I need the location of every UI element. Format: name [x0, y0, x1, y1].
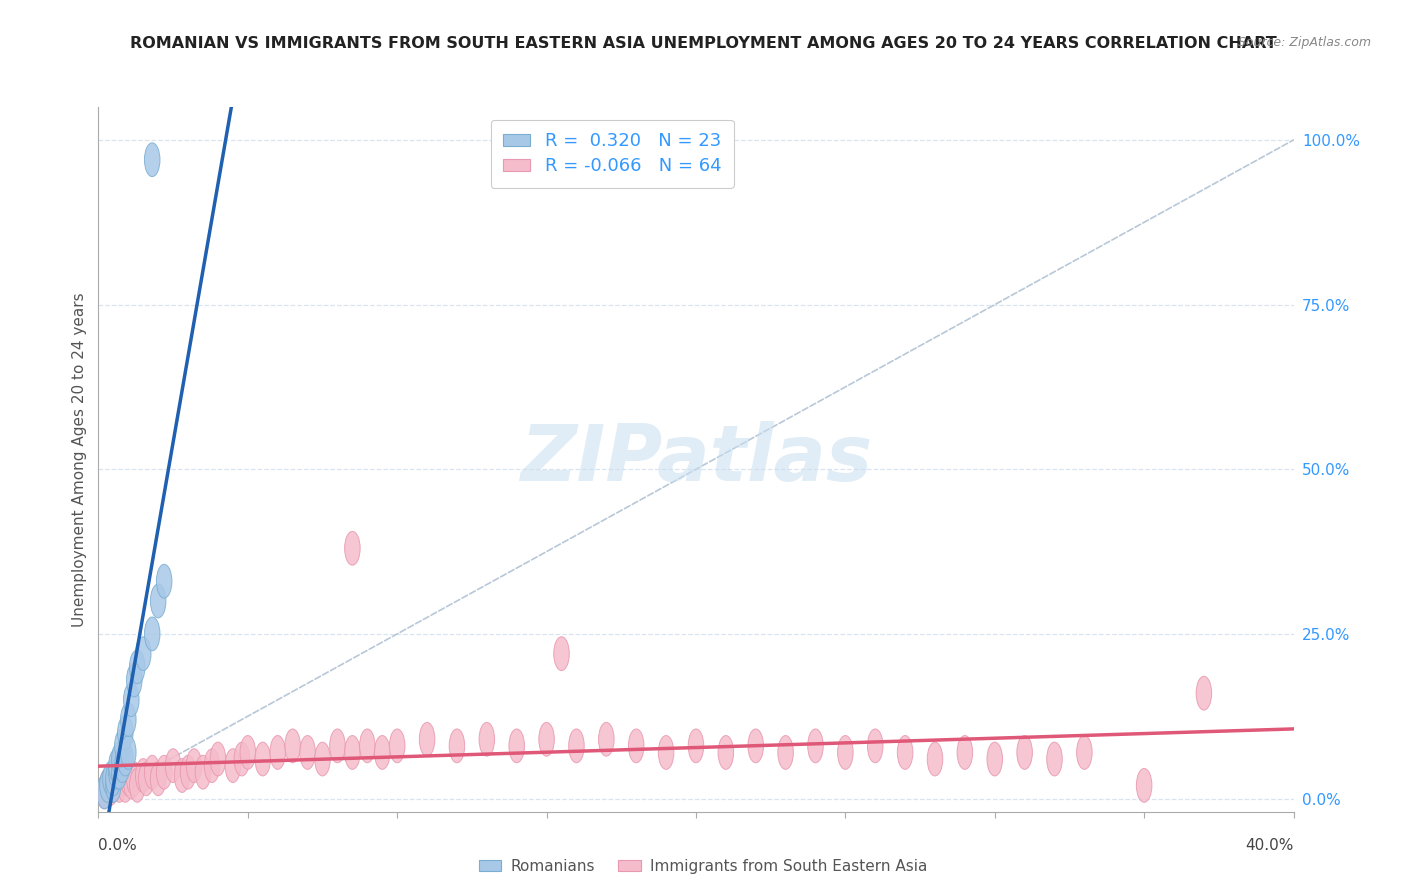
Ellipse shape	[927, 742, 943, 776]
Text: ROMANIAN VS IMMIGRANTS FROM SOUTH EASTERN ASIA UNEMPLOYMENT AMONG AGES 20 TO 24 : ROMANIAN VS IMMIGRANTS FROM SOUTH EASTER…	[129, 36, 1277, 51]
Ellipse shape	[108, 748, 124, 782]
Ellipse shape	[114, 762, 131, 796]
Ellipse shape	[225, 748, 240, 782]
Ellipse shape	[100, 769, 115, 802]
Ellipse shape	[987, 742, 1002, 776]
Ellipse shape	[628, 729, 644, 763]
Ellipse shape	[240, 736, 256, 770]
Ellipse shape	[209, 742, 226, 776]
Ellipse shape	[105, 769, 121, 802]
Ellipse shape	[658, 736, 673, 770]
Ellipse shape	[599, 723, 614, 756]
Ellipse shape	[97, 775, 112, 809]
Ellipse shape	[118, 769, 134, 802]
Ellipse shape	[270, 736, 285, 770]
Ellipse shape	[97, 775, 112, 809]
Ellipse shape	[1077, 736, 1092, 770]
Ellipse shape	[174, 758, 190, 792]
Ellipse shape	[127, 663, 142, 697]
Ellipse shape	[145, 756, 160, 789]
Ellipse shape	[156, 565, 172, 599]
Ellipse shape	[479, 723, 495, 756]
Ellipse shape	[957, 736, 973, 770]
Ellipse shape	[344, 532, 360, 566]
Ellipse shape	[111, 756, 127, 789]
Ellipse shape	[204, 748, 219, 782]
Ellipse shape	[233, 742, 250, 776]
Ellipse shape	[105, 769, 121, 802]
Ellipse shape	[1046, 742, 1063, 776]
Ellipse shape	[145, 617, 160, 651]
Ellipse shape	[419, 723, 434, 756]
Legend: R =  0.320   N = 23, R = -0.066   N = 64: R = 0.320 N = 23, R = -0.066 N = 64	[491, 120, 734, 188]
Ellipse shape	[329, 729, 346, 763]
Ellipse shape	[135, 758, 150, 792]
Ellipse shape	[150, 762, 166, 796]
Ellipse shape	[688, 729, 704, 763]
Ellipse shape	[105, 762, 121, 796]
Ellipse shape	[124, 683, 139, 716]
Ellipse shape	[509, 729, 524, 763]
Ellipse shape	[449, 729, 465, 763]
Ellipse shape	[124, 765, 139, 799]
Ellipse shape	[121, 762, 136, 796]
Ellipse shape	[838, 736, 853, 770]
Ellipse shape	[108, 765, 124, 799]
Ellipse shape	[114, 729, 131, 763]
Ellipse shape	[1197, 676, 1212, 710]
Ellipse shape	[285, 729, 301, 763]
Ellipse shape	[344, 736, 360, 770]
Ellipse shape	[554, 637, 569, 671]
Ellipse shape	[315, 742, 330, 776]
Ellipse shape	[129, 650, 145, 684]
Ellipse shape	[129, 769, 145, 802]
Ellipse shape	[389, 729, 405, 763]
Ellipse shape	[1136, 769, 1152, 802]
Ellipse shape	[156, 756, 172, 789]
Ellipse shape	[145, 143, 160, 177]
Ellipse shape	[108, 756, 124, 789]
Ellipse shape	[254, 742, 270, 776]
Ellipse shape	[718, 736, 734, 770]
Ellipse shape	[807, 729, 824, 763]
Ellipse shape	[150, 584, 166, 618]
Ellipse shape	[103, 772, 118, 805]
Ellipse shape	[778, 736, 793, 770]
Legend: Romanians, Immigrants from South Eastern Asia: Romanians, Immigrants from South Eastern…	[472, 853, 934, 880]
Ellipse shape	[538, 723, 554, 756]
Ellipse shape	[135, 637, 150, 671]
Ellipse shape	[299, 736, 315, 770]
Ellipse shape	[897, 736, 912, 770]
Ellipse shape	[118, 715, 134, 749]
Y-axis label: Unemployment Among Ages 20 to 24 years: Unemployment Among Ages 20 to 24 years	[72, 292, 87, 627]
Ellipse shape	[103, 762, 118, 796]
Ellipse shape	[374, 736, 389, 770]
Ellipse shape	[166, 748, 181, 782]
Ellipse shape	[121, 736, 136, 770]
Ellipse shape	[118, 742, 134, 776]
Ellipse shape	[127, 762, 142, 796]
Ellipse shape	[568, 729, 585, 763]
Ellipse shape	[111, 769, 127, 802]
Text: ZIPatlas: ZIPatlas	[520, 421, 872, 498]
Ellipse shape	[180, 756, 195, 789]
Ellipse shape	[868, 729, 883, 763]
Ellipse shape	[121, 703, 136, 737]
Ellipse shape	[360, 729, 375, 763]
Ellipse shape	[186, 748, 202, 782]
Ellipse shape	[1017, 736, 1032, 770]
Ellipse shape	[114, 748, 131, 782]
Ellipse shape	[138, 762, 155, 796]
Text: Source: ZipAtlas.com: Source: ZipAtlas.com	[1237, 36, 1371, 49]
Text: 40.0%: 40.0%	[1246, 838, 1294, 853]
Ellipse shape	[195, 756, 211, 789]
Ellipse shape	[748, 729, 763, 763]
Text: 0.0%: 0.0%	[98, 838, 138, 853]
Ellipse shape	[111, 742, 127, 776]
Ellipse shape	[100, 769, 115, 802]
